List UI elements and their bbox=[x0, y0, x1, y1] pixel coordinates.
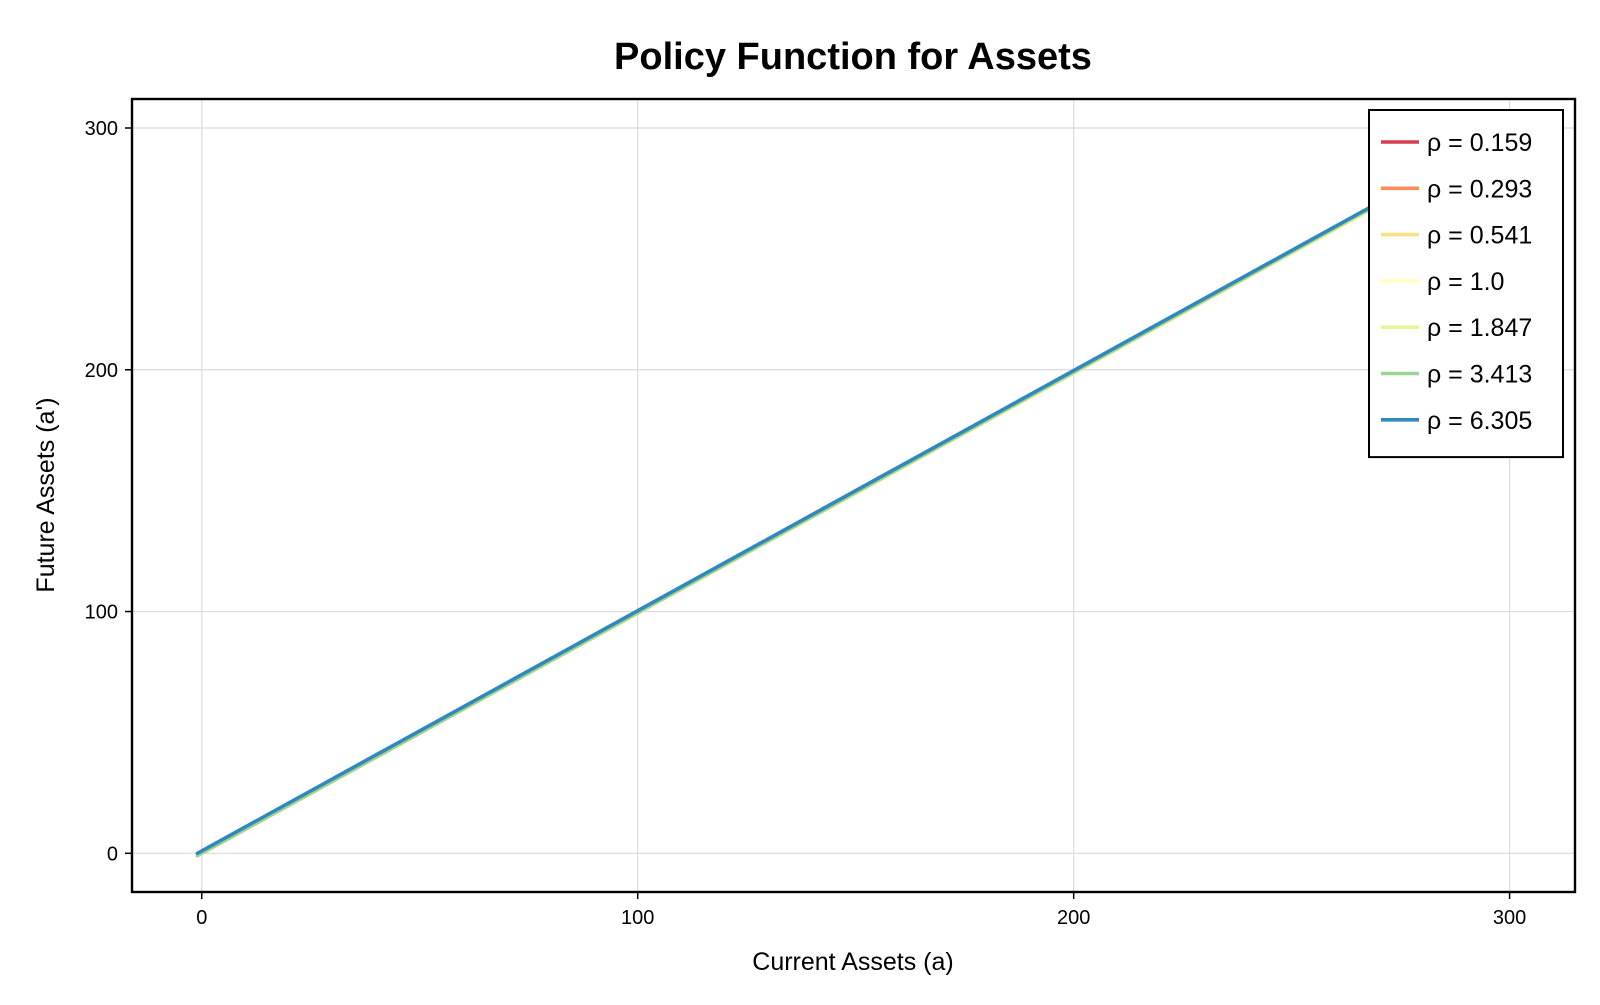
y-tick-label: 300 bbox=[85, 118, 118, 140]
series-line-7 bbox=[195, 128, 1512, 856]
legend-label: ρ = 0.541 bbox=[1427, 222, 1532, 250]
y-axis-label: Future Assets (a') bbox=[32, 397, 60, 592]
legend-label: ρ = 1.0 bbox=[1427, 268, 1504, 296]
legend: ρ = 0.159 ρ = 0.293 ρ = 0.541 ρ = 1.0 ρ = 1.… bbox=[1368, 109, 1564, 459]
x-tick-label: 300 bbox=[1493, 907, 1526, 929]
legend-box bbox=[1368, 109, 1564, 459]
legend-label: ρ = 6.305 bbox=[1427, 407, 1532, 435]
y-tick-label: 0 bbox=[107, 843, 118, 865]
plot-frame bbox=[130, 97, 1577, 894]
series-lines bbox=[195, 128, 1512, 858]
y-tick-label: 100 bbox=[85, 602, 118, 624]
legend-label: ρ = 1.847 bbox=[1427, 314, 1532, 342]
axis-ticks: 0 100 200 300 0 100 200 300 bbox=[85, 118, 1527, 929]
x-axis-label: Current Assets (a) bbox=[752, 948, 953, 976]
x-tick-label: 0 bbox=[196, 907, 207, 929]
legend-label: ρ = 3.413 bbox=[1427, 361, 1532, 389]
x-tick-label: 200 bbox=[1057, 907, 1090, 929]
x-tick-label: 100 bbox=[621, 907, 654, 929]
chart-title: Policy Function for Assets bbox=[614, 36, 1092, 78]
legend-label: ρ = 0.293 bbox=[1427, 175, 1532, 203]
legend-label: ρ = 0.159 bbox=[1427, 129, 1532, 157]
y-tick-label: 200 bbox=[85, 360, 118, 382]
